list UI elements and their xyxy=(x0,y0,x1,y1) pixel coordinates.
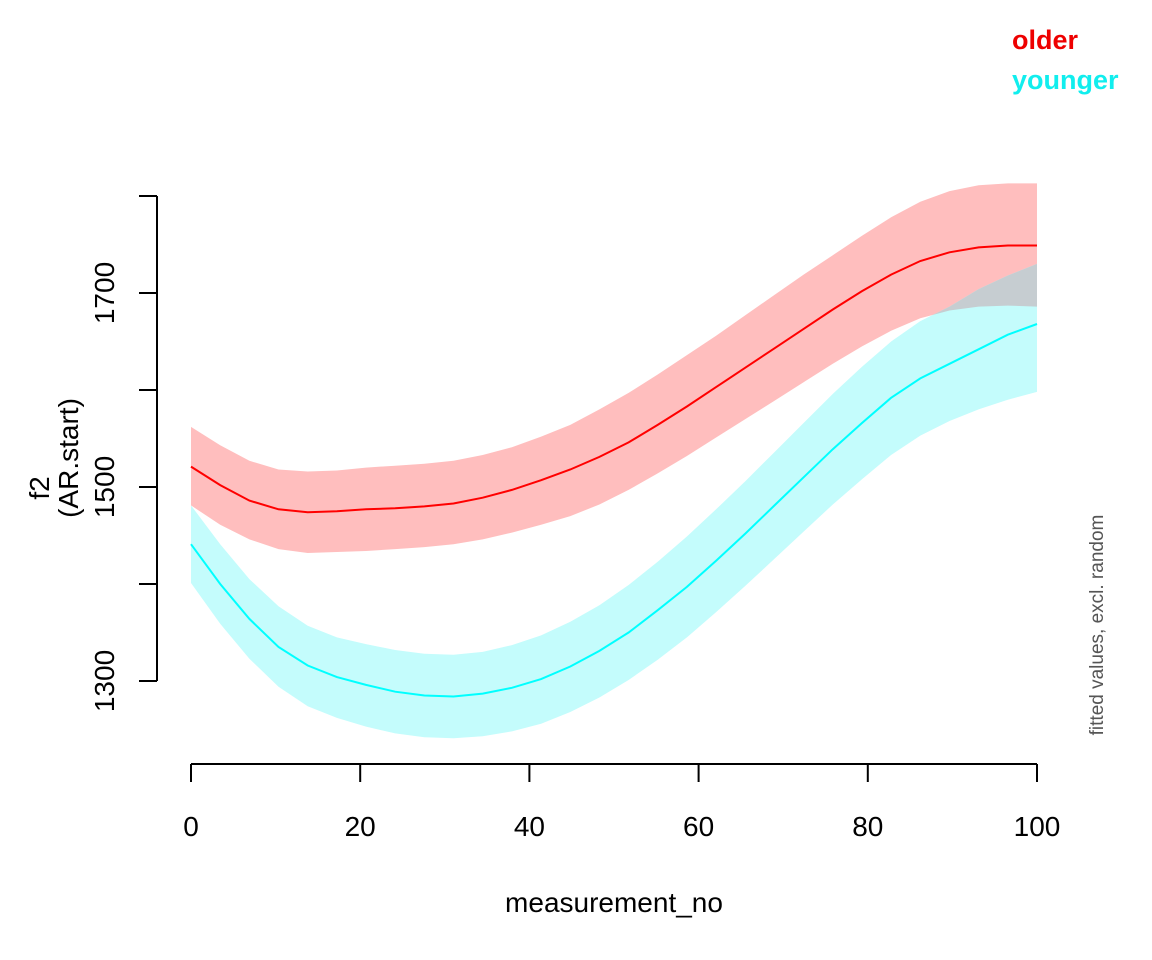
y-tick-label: 1700 xyxy=(89,262,120,324)
older-band xyxy=(191,183,1037,553)
x-axis: 0 20 40 60 80 100 xyxy=(183,763,1061,842)
x-tick-label: 80 xyxy=(852,811,883,842)
y-axis-title-line1: f2 xyxy=(24,476,55,499)
older-line xyxy=(190,244,1037,514)
y-axis-title-line2: (AR.start) xyxy=(53,398,84,518)
x-tick-label: 0 xyxy=(183,811,199,842)
x-tick-label: 100 xyxy=(1014,811,1061,842)
side-note: fitted values, excl. random xyxy=(1087,515,1108,736)
y-axis: 1300 1500 1700 xyxy=(89,195,158,712)
younger-line xyxy=(190,323,1038,698)
legend-younger: younger xyxy=(1012,65,1119,95)
y-tick-label: 1300 xyxy=(89,650,120,712)
x-tick-label: 40 xyxy=(514,811,545,842)
y-tick-label: 1500 xyxy=(89,456,120,518)
younger-band xyxy=(191,263,1037,739)
x-axis-title: measurement_no xyxy=(505,887,723,918)
x-tick-label: 60 xyxy=(683,811,714,842)
legend-older: older xyxy=(1012,25,1079,55)
x-tick-label: 20 xyxy=(345,811,376,842)
legend: older younger xyxy=(1012,25,1119,95)
